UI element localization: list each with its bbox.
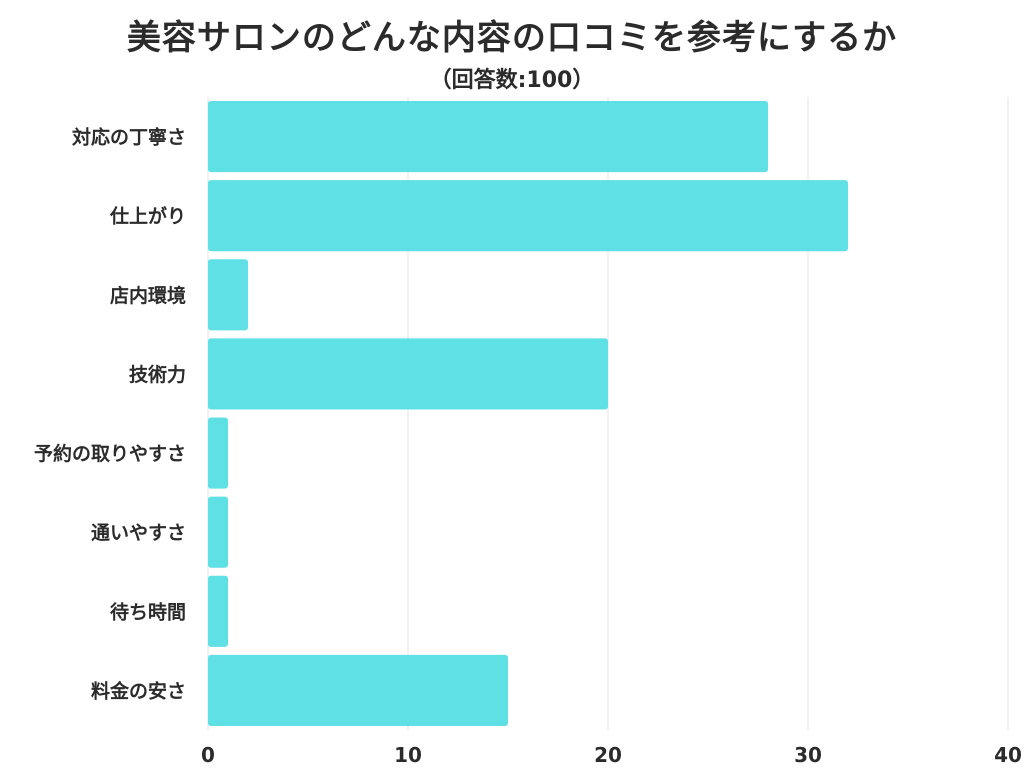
category-label: 料金の安さ	[91, 679, 186, 702]
x-tick-labels: 0 10 20 30 40	[201, 743, 1022, 767]
chart-subtitle: （回答数:100）	[429, 68, 595, 93]
x-tick-label: 20	[594, 743, 622, 767]
x-tick-label: 30	[794, 743, 822, 767]
bar	[208, 259, 248, 331]
category-label: 待ち時間	[110, 600, 186, 623]
bar	[208, 338, 608, 410]
category-label: 店内環境	[110, 284, 186, 307]
category-label: 技術力	[129, 363, 186, 386]
category-label: 通いやすさ	[91, 522, 186, 544]
x-tick-label: 0	[201, 743, 215, 767]
bars	[208, 100, 848, 727]
bar	[208, 575, 228, 647]
bar	[208, 100, 768, 173]
category-label: 仕上がり	[109, 205, 186, 228]
bar	[208, 654, 508, 727]
x-tick-label: 40	[994, 743, 1022, 767]
bar	[208, 417, 228, 489]
category-label: 予約の取りやすさ	[34, 442, 186, 465]
bar	[208, 496, 228, 568]
category-label: 対応の丁寧さ	[71, 126, 186, 149]
chart-title: 美容サロンのどんな内容の口コミを参考にするか	[126, 18, 898, 58]
x-tick-label: 10	[394, 743, 422, 767]
bar	[208, 180, 848, 252]
